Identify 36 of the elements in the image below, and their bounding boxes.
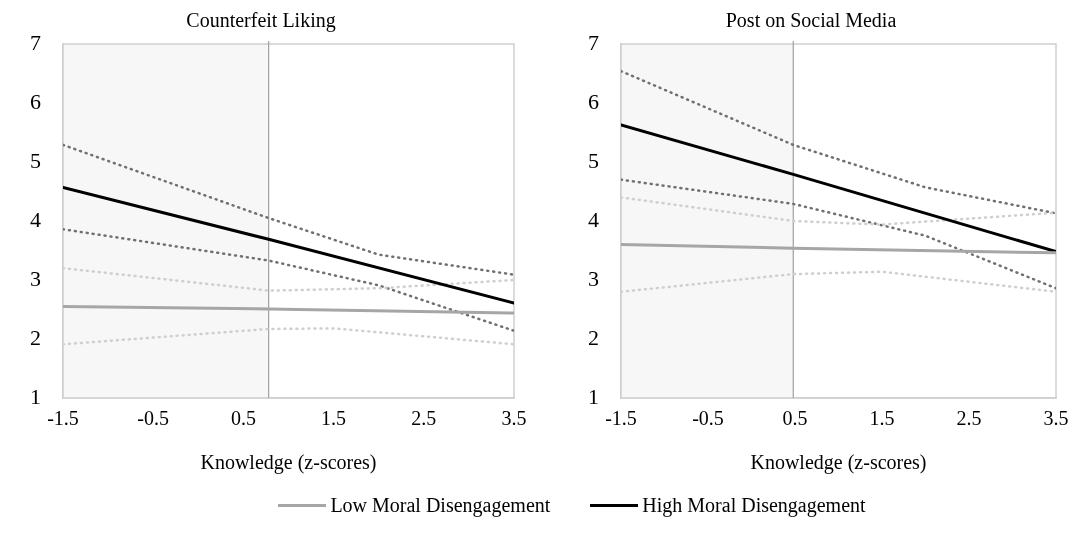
y-tick-label: 2 [588,324,599,350]
line-series [63,228,514,332]
y-tick-label: 7 [588,29,599,55]
chart-title: Counterfeit Liking [186,9,336,33]
y-tick-label: 6 [588,88,599,114]
y-tick-label: 3 [588,265,599,291]
x-tick-label: -1.5 [605,407,637,430]
x-tick-label: 0.5 [782,407,808,430]
x-tick-label: -1.5 [47,407,79,430]
x-tick-label: 0.5 [230,407,256,430]
y-tick-label: 1 [588,383,599,409]
line-series [621,69,1056,215]
x-tick-label: -0.5 [137,407,170,430]
y-tick-label: 4 [30,206,41,232]
y-tick-label: 5 [588,147,599,173]
x-tick-label: 3.5 [501,407,527,430]
x-axis-title: Knowledge (z-scores) [200,451,377,475]
legend-label: Low Moral Disengagement [330,494,551,517]
x-tick-label: 1.5 [869,407,895,430]
x-tick-label: 1.5 [321,407,347,430]
x-tick-label: -0.5 [692,407,724,430]
y-tick-label: 1 [30,383,41,409]
y-tick-label: 6 [30,88,41,114]
x-tick-label: 2.5 [411,407,437,430]
line-series [63,143,514,276]
chart-title: Post on Social Media [725,9,897,32]
x-tick-label: 3.5 [1043,407,1069,430]
y-tick-label: 5 [30,147,41,173]
y-tick-label: 4 [588,206,599,232]
y-tick-label: 2 [30,324,41,350]
x-axis-title: Knowledge (z-scores) [750,451,927,475]
line-series [621,178,1056,290]
y-tick-label: 3 [30,265,41,291]
x-tick-label: 2.5 [956,407,982,430]
y-tick-label: 7 [30,29,41,55]
legend-label: High Moral Disengagement [642,494,866,517]
